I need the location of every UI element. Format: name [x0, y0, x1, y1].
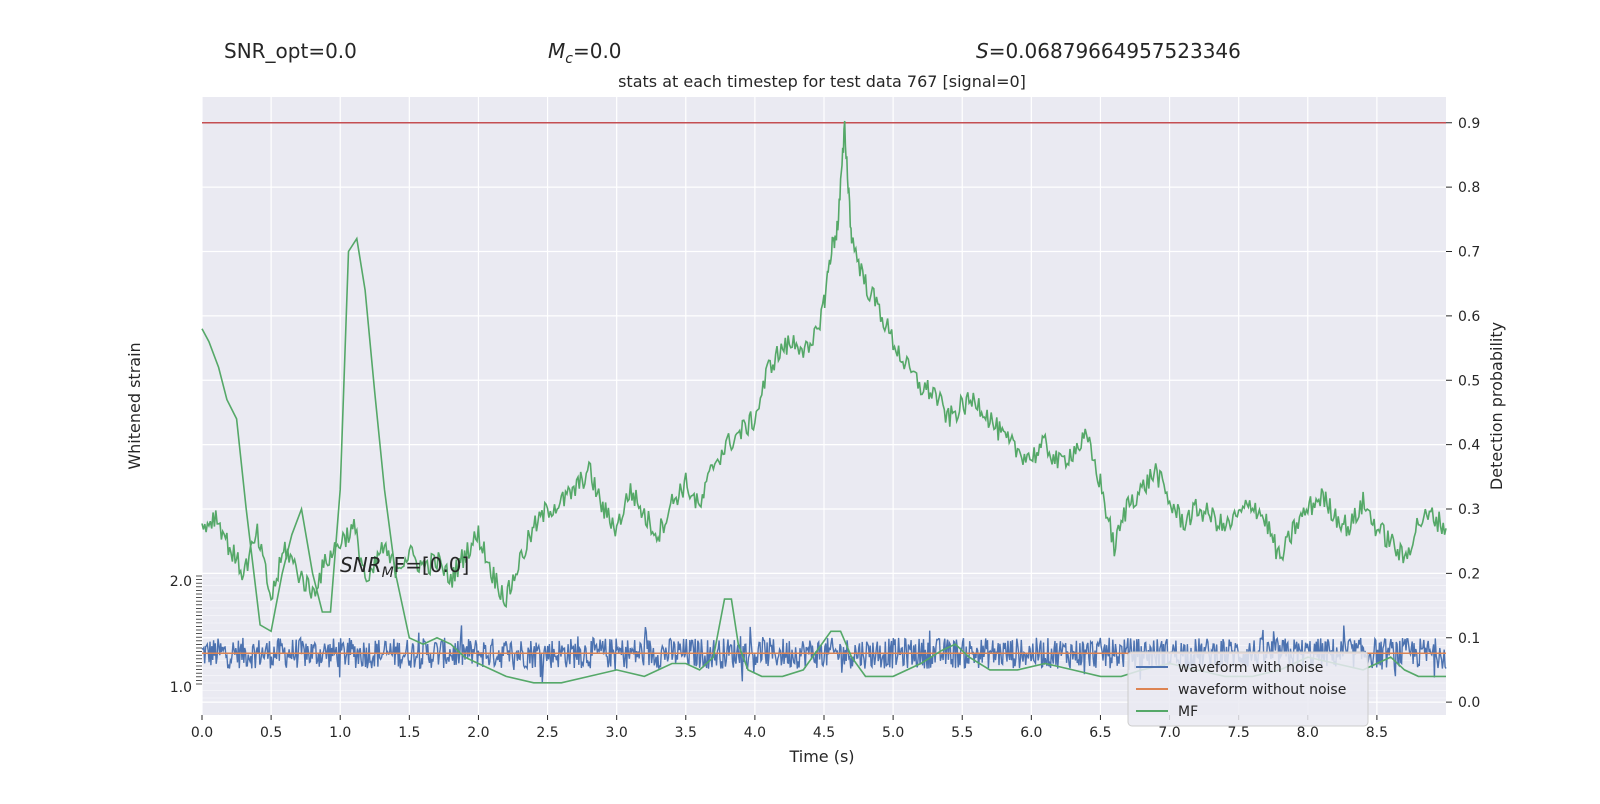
chirp-mass-label: Mc=0.0	[548, 39, 622, 67]
legend-label-clean: waveform without noise	[1178, 682, 1346, 698]
s-statistic-label: S=0.06879664957523346	[976, 39, 1241, 63]
legend-box	[1127, 651, 1369, 727]
right-tick-label: 0.9	[1458, 116, 1480, 132]
right-tick-label: 0.4	[1458, 438, 1480, 454]
x-tick-label: 2.5	[536, 725, 558, 741]
left-tick-label-bottom: 1.0	[170, 680, 192, 696]
right-axis-ticks: 0.0 0.1 0.2 0.3 0.4 0.5 0.6 0.7 0.8 0.9	[1446, 116, 1480, 711]
x-tick-label: 4.0	[744, 725, 766, 741]
snr-mf-subscript: M	[382, 565, 394, 581]
inset-grid-lines	[202, 577, 1446, 699]
x-tick-label: 0.5	[260, 725, 282, 741]
left-axis-label: Whitened strain	[125, 342, 144, 469]
snr-opt-label: SNR_opt=0.0	[224, 39, 357, 63]
chirp-mass-symbol: M	[548, 39, 565, 63]
right-tick-label: 0.5	[1458, 373, 1480, 389]
x-tick-label: 6.0	[1020, 725, 1042, 741]
right-tick-label: 0.8	[1458, 180, 1480, 196]
snr-mf-annotation: SNRMF=[0.0]	[340, 553, 469, 581]
chirp-mass-subscript: c	[565, 51, 573, 67]
chirp-mass-value: =0.0	[573, 39, 622, 63]
x-tick-label: 8.0	[1297, 725, 1319, 741]
s-value: =0.06879664957523346	[989, 39, 1241, 63]
right-tick-label: 0.2	[1458, 566, 1480, 582]
legend: waveform with noise waveform without noi…	[1127, 651, 1369, 727]
x-tick-label: 3.5	[675, 725, 697, 741]
left-axis-ticks: 2.0 1.0	[170, 574, 202, 696]
x-tick-label: 5.0	[882, 725, 904, 741]
x-tick-label: 7.5	[1228, 725, 1250, 741]
x-tick-label: 3.0	[606, 725, 628, 741]
right-tick-label: 0.3	[1458, 502, 1480, 518]
x-tick-label: 5.5	[951, 725, 973, 741]
x-tick-label: 0.0	[191, 725, 213, 741]
legend-label-mf: MF	[1178, 704, 1198, 720]
snr-mf-suffix: F=[0.0]	[394, 553, 470, 577]
detection-probability-line	[201, 120, 1447, 609]
left-tick-label-top: 2.0	[170, 574, 192, 590]
x-axis-label: Time (s)	[788, 747, 854, 766]
x-axis-ticks: 0.0 0.5 1.0 1.5 2.0 2.5 3.0 3.5 4.0 4.5 5.0 5.5 6.0 6…	[191, 715, 1388, 741]
s-symbol: S	[976, 39, 989, 63]
x-tick-label: 8.5	[1366, 725, 1388, 741]
x-tick-label: 6.5	[1089, 725, 1111, 741]
x-tick-label: 7.0	[1158, 725, 1180, 741]
right-tick-label: 0.6	[1458, 309, 1480, 325]
right-tick-label: 0.7	[1458, 245, 1480, 261]
right-tick-label: 0.1	[1458, 631, 1480, 647]
right-tick-label: 0.0	[1458, 695, 1480, 711]
snr-mf-prefix: SNR	[340, 553, 382, 577]
legend-label-noise: waveform with noise	[1178, 660, 1323, 676]
chart-title: stats at each timestep for test data 767…	[618, 72, 1026, 91]
x-tick-label: 1.0	[329, 725, 351, 741]
x-tick-label: 4.5	[813, 725, 835, 741]
right-axis-label: Detection probability	[1487, 322, 1506, 490]
x-tick-label: 1.5	[398, 725, 420, 741]
x-tick-label: 2.0	[467, 725, 489, 741]
